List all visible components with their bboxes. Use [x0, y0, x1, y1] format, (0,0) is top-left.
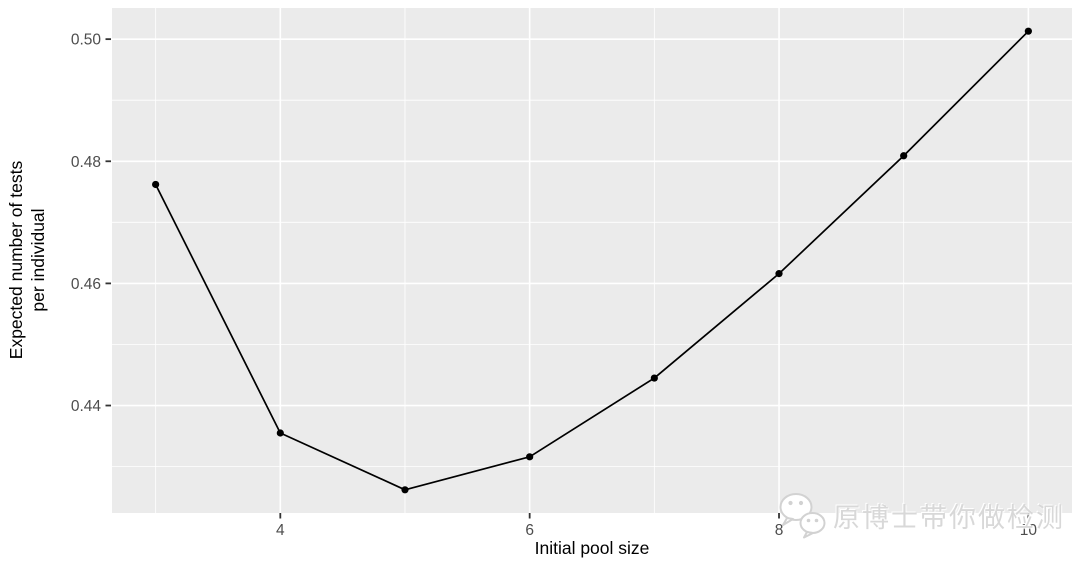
data-point — [1024, 27, 1032, 35]
y-axis-title-line1: Expected number of tests — [6, 160, 26, 360]
y-tick-label: 0.48 — [71, 154, 101, 171]
watermark: 原博士带你做检测 — [776, 490, 1065, 540]
x-tick-label: 8 — [775, 522, 784, 539]
data-point — [900, 152, 908, 160]
y-axis-title: Expected number of tests per individual — [5, 161, 49, 359]
plot-panel — [112, 8, 1072, 513]
x-tick-label: 4 — [276, 522, 285, 539]
data-point — [276, 429, 284, 437]
data-line — [154, 30, 1029, 491]
y-tick-label: 0.46 — [71, 276, 101, 293]
data-point — [775, 270, 783, 278]
data-point — [401, 486, 409, 494]
y-tick-label: 0.44 — [71, 398, 102, 415]
x-tick-label: 6 — [525, 522, 534, 539]
data-point — [152, 180, 160, 189]
data-point — [526, 453, 534, 461]
wechat-icon — [779, 493, 826, 539]
y-axis-title-line2: per individual — [28, 208, 48, 312]
watermark-text: 原博士带你做检测 — [833, 502, 1065, 533]
data-point — [650, 374, 658, 382]
x-tick-label: 10 — [1020, 522, 1038, 539]
y-tick-label: 0.50 — [71, 32, 102, 49]
x-axis-title: Initial pool size — [534, 538, 650, 558]
